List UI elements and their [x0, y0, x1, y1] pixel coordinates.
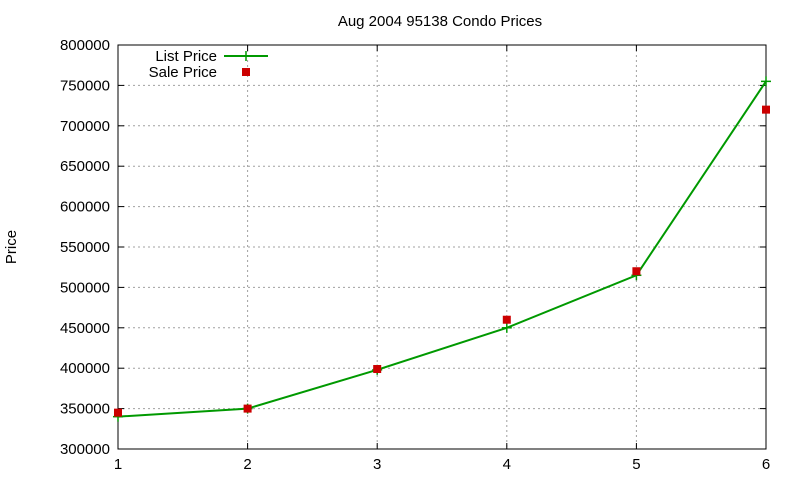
y-tick-label: 550000: [60, 239, 110, 256]
data-point: [502, 315, 511, 324]
y-tick-label: 700000: [60, 118, 110, 135]
series-line: [117, 80, 767, 418]
y-axis-label: Price: [3, 230, 20, 264]
y-tick-label: 450000: [60, 320, 110, 337]
x-tick-labels: 1 2 3 4 5 6: [114, 456, 770, 473]
x-tick-label: 2: [243, 456, 251, 473]
legend-marker: [241, 51, 251, 61]
data-point: [373, 365, 382, 374]
series-layer: [113, 76, 771, 422]
y-tick-label: 500000: [60, 279, 110, 296]
data-point: [762, 105, 770, 114]
legend-label: Sale Price: [149, 64, 217, 81]
y-tick-labels: 300000 350000 400000 450000 500000 550000 6000…: [60, 37, 110, 458]
grid-lines: [118, 45, 766, 449]
data-point: [632, 267, 641, 276]
y-tick-label: 400000: [60, 360, 110, 377]
data-point: [243, 404, 252, 413]
x-tick-label: 1: [114, 456, 122, 473]
series-sale-price: [114, 105, 770, 417]
data-point: [114, 408, 122, 417]
x-tick-label: 4: [503, 456, 511, 473]
data-point: [761, 76, 771, 87]
legend-marker: [242, 68, 250, 76]
y-tick-label: 750000: [60, 77, 110, 94]
y-tick-label: 600000: [60, 199, 110, 216]
y-tick-label: 350000: [60, 401, 110, 418]
legend-entry: Sale Price: [149, 64, 250, 81]
x-tick-label: 6: [762, 456, 770, 473]
x-tick-label: 3: [373, 456, 381, 473]
x-tick-label: 5: [632, 456, 640, 473]
legend-entry: List Price: [155, 48, 268, 65]
legend-label: List Price: [155, 48, 217, 65]
axes: [117, 44, 767, 450]
data-point: [501, 322, 512, 333]
chart-title: Aug 2004 95138 Condo Prices: [338, 13, 542, 30]
y-tick-label: 800000: [60, 37, 110, 54]
series-list-price: [113, 76, 771, 422]
y-tick-label: 300000: [60, 441, 110, 458]
y-tick-label: 650000: [60, 158, 110, 175]
